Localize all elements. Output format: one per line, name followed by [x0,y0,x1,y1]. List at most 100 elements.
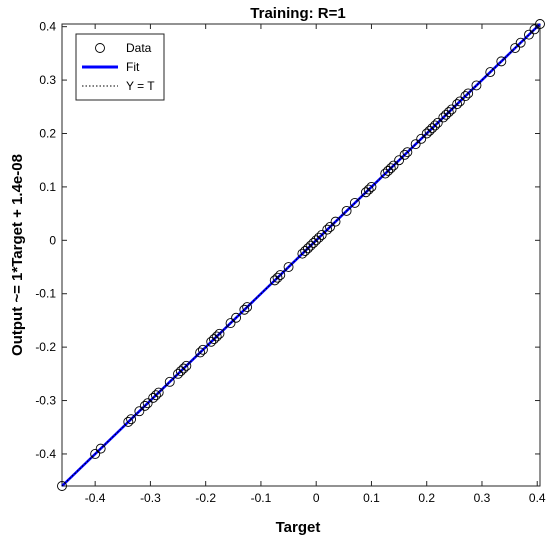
data-point [441,109,452,120]
data-point [463,88,474,99]
data-point [181,360,192,371]
data-point [214,328,225,339]
data-point [272,272,283,283]
data-point [322,224,333,235]
y-tick-label: 0.3 [39,73,56,87]
data-point [197,344,208,355]
data-point [529,24,540,35]
data-point [314,232,324,243]
data-point [471,80,482,91]
data-point [385,163,396,174]
y-tick-label: 0.1 [39,180,56,194]
data-point [209,334,219,345]
data-point [510,43,521,53]
data-point [515,37,526,48]
data-point [438,112,449,123]
legend-fit-label: Fit [126,60,140,74]
x-axis-label: Target [276,519,321,536]
x-tick-label: 0.4 [529,491,546,505]
x-tick-label: -0.1 [251,491,272,505]
data-point [142,398,153,409]
data-point [366,181,377,192]
data-point [399,149,410,160]
data-point [430,120,440,131]
data-point [311,235,322,246]
data-point [360,187,371,198]
data-point [485,67,496,78]
y-tick-label: 0.2 [39,126,56,140]
data-point [175,366,186,377]
data-point [308,238,319,248]
data-point [446,104,457,115]
data-point [410,139,421,150]
plot-area: -0.4 -0.3 -0.2 -0.1 0 0.1 0.2 0.3 0.4 -0.4 -0.3 -0.… [35,19,546,505]
data-point [454,96,465,107]
data-point [148,392,159,403]
data-point [297,248,308,259]
legend: Data Fit Y = T [75,33,165,101]
chart-title: Training: R=1 [250,5,345,22]
data-point [325,222,335,232]
data-point [302,243,313,254]
y-tick-label: 0 [49,233,56,247]
data-point [535,19,545,29]
data-point [427,123,438,134]
data-point [139,400,150,411]
x-tick-label: -0.3 [140,491,161,505]
data-point [424,125,435,136]
data-point [341,205,352,216]
legend-data-marker [95,43,105,53]
data-point [416,133,427,144]
data-point [164,376,175,387]
data-point [150,390,161,401]
data-point [523,29,534,40]
x-tick-label: 0.1 [363,491,380,505]
y-tick-label: -0.1 [35,287,56,301]
data-point [330,216,341,227]
data-point [90,449,101,459]
data-point [178,363,189,374]
data-point [275,270,286,280]
data-point [300,246,311,256]
data-point [316,230,327,240]
data-point [496,56,507,67]
data-point [349,197,360,208]
data-point [126,414,137,425]
x-tick-label: -0.2 [195,491,216,505]
y-axis-label: Output ~= 1*Target + 1.4e-08 [9,154,26,356]
data-point [153,387,164,398]
x-tick-label: 0.3 [474,491,491,505]
data-point [460,91,471,102]
legend-data-label: Data [126,41,152,55]
data-point [269,275,280,286]
legend-yt-label: Y = T [126,79,155,93]
data-point [283,262,294,272]
data-point [123,416,134,427]
data-point [195,347,206,358]
data-point [394,155,405,166]
data-point [383,165,393,176]
data-point [432,117,443,128]
data-point [363,184,374,195]
data-point [57,481,67,491]
data-point [421,128,432,139]
data-point [305,240,316,251]
data-point [388,160,399,171]
data-point [239,304,250,315]
y-tick-label: 0.4 [39,20,56,34]
x-tick-label: -0.4 [85,491,106,505]
data-point [225,318,236,329]
data-point [402,147,413,158]
data-point [95,443,106,454]
data-point [452,99,463,110]
data-point [134,406,145,417]
data-point [206,336,217,347]
y-tick-label: -0.3 [35,394,56,408]
data-point [173,368,183,379]
y-tick-label: -0.2 [35,340,56,354]
data-point [231,312,242,323]
x-tick-label: 0 [313,491,320,505]
y-tick-label: -0.4 [35,447,56,461]
x-tick-label: 0.2 [418,491,435,505]
